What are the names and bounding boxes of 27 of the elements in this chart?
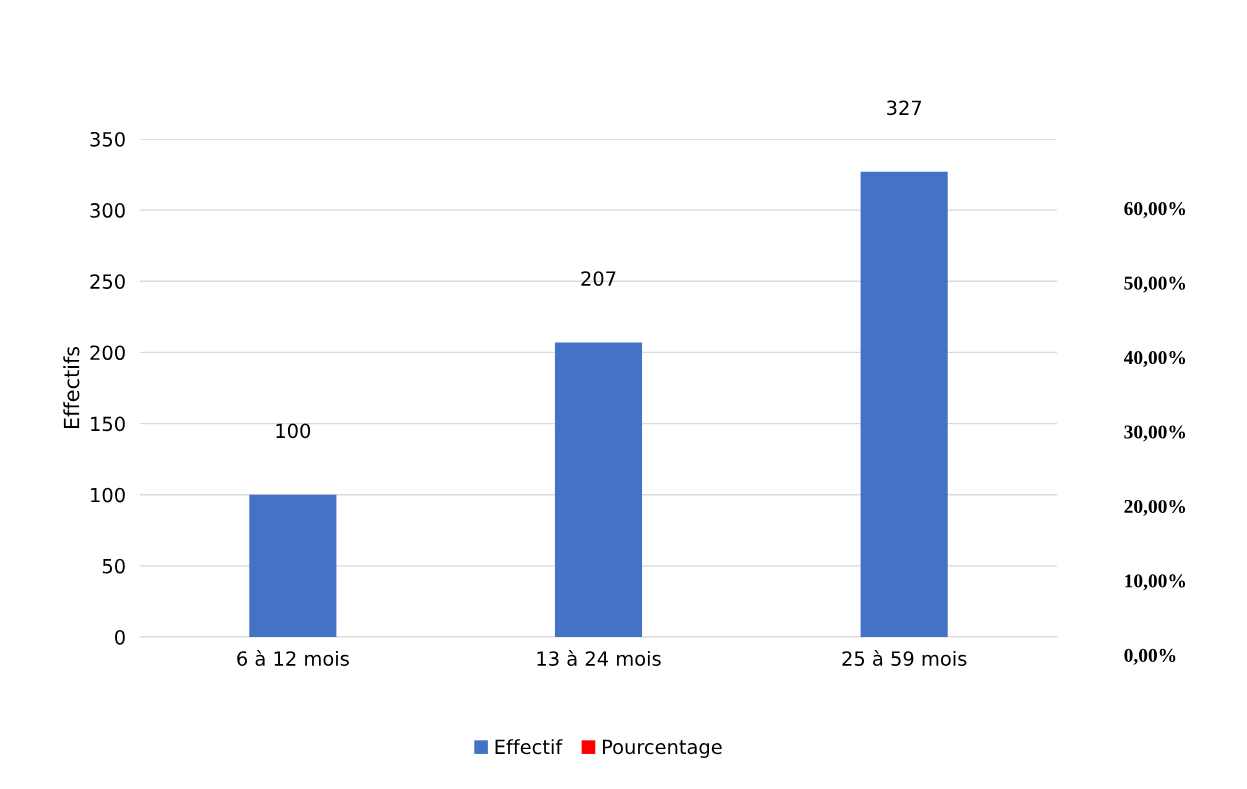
x-tick-label: 6 à 12 mois (237, 650, 349, 666)
bar (249, 494, 337, 637)
y2-tick-label: 0,00% (1124, 648, 1176, 665)
y2-tick-label: 10,00% (1125, 574, 1186, 591)
legend-label: Pourcentage (603, 739, 722, 758)
y-tick-label: 200 (90, 345, 125, 361)
y-tick-label: 350 (90, 131, 125, 147)
y-tick-label: 150 (91, 416, 125, 432)
y2-tick-label: 20,00% (1124, 499, 1186, 516)
legend-label: Effectif (495, 739, 563, 755)
y-tick-label: 0 (115, 629, 125, 645)
data-label: 207 (581, 271, 616, 286)
y2-tick-label: 40,00% (1123, 350, 1186, 367)
data-label: 327 (887, 100, 922, 116)
y-tick-label: 50 (102, 558, 125, 574)
y2-tick-label: 50,00% (1124, 276, 1186, 293)
bar (554, 342, 643, 637)
y2-tick-label: 30,00% (1124, 425, 1186, 442)
y2-tick-label: 60,00% (1124, 202, 1186, 218)
y-tick-label: 250 (90, 274, 125, 289)
bar (860, 171, 948, 637)
y-tick-label: 300 (90, 203, 125, 218)
y-axis-title: Effectifs (63, 346, 80, 429)
data-label: 100 (276, 423, 311, 439)
x-tick-label: 25 à 59 mois (842, 650, 967, 666)
x-tick-label: 13 à 24 mois (537, 650, 661, 666)
y-tick-label: 100 (91, 487, 125, 503)
